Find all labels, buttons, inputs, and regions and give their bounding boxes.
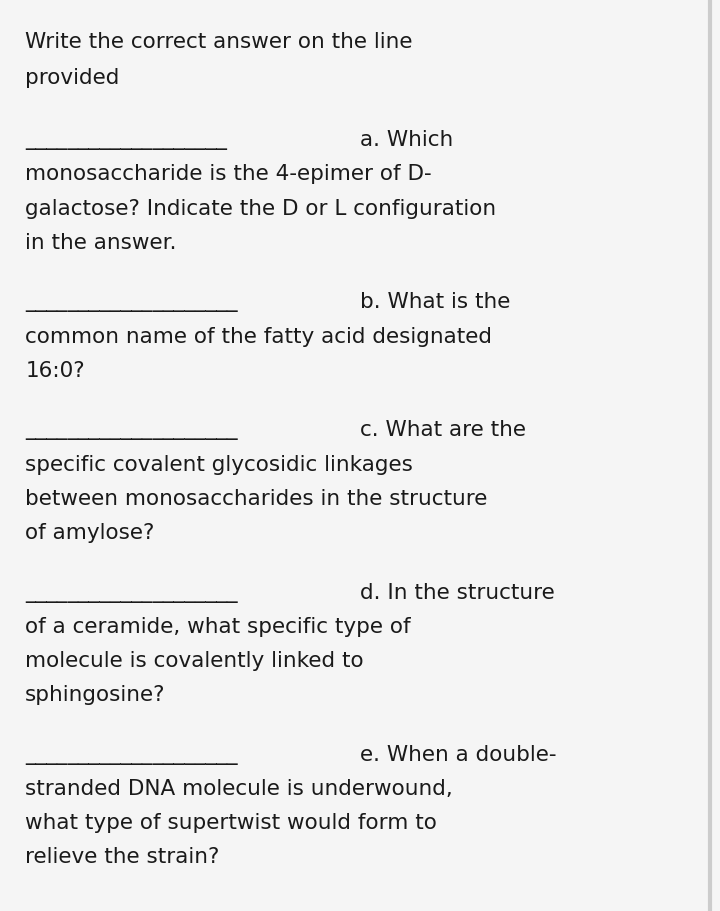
Text: what type of supertwist would form to: what type of supertwist would form to [25, 813, 437, 833]
Text: galactose? Indicate the D or L configuration: galactose? Indicate the D or L configura… [25, 199, 496, 219]
Text: monosaccharide is the 4-epimer of D-: monosaccharide is the 4-epimer of D- [25, 164, 432, 184]
Text: ____________________: ____________________ [25, 421, 238, 440]
Text: d. In the structure: d. In the structure [360, 583, 554, 602]
Text: ____________________: ____________________ [25, 292, 238, 312]
Text: in the answer.: in the answer. [25, 233, 176, 252]
Text: a. Which: a. Which [360, 130, 454, 150]
Text: Write the correct answer on the line: Write the correct answer on the line [25, 32, 413, 52]
Text: of amylose?: of amylose? [25, 523, 155, 543]
Text: relieve the strain?: relieve the strain? [25, 847, 220, 867]
Text: 16:0?: 16:0? [25, 361, 85, 381]
Text: ____________________: ____________________ [25, 583, 238, 602]
Text: between monosaccharides in the structure: between monosaccharides in the structure [25, 488, 487, 508]
Text: c. What are the: c. What are the [360, 421, 526, 440]
Text: molecule is covalently linked to: molecule is covalently linked to [25, 650, 364, 670]
Text: provided: provided [25, 68, 120, 88]
Text: b. What is the: b. What is the [360, 292, 510, 312]
Text: stranded DNA molecule is underwound,: stranded DNA molecule is underwound, [25, 779, 453, 799]
Text: sphingosine?: sphingosine? [25, 685, 166, 705]
Text: of a ceramide, what specific type of: of a ceramide, what specific type of [25, 617, 411, 637]
Text: ___________________: ___________________ [25, 130, 227, 150]
Text: specific covalent glycosidic linkages: specific covalent glycosidic linkages [25, 455, 413, 475]
Text: ____________________: ____________________ [25, 744, 238, 764]
Text: e. When a double-: e. When a double- [360, 744, 557, 764]
Text: common name of the fatty acid designated: common name of the fatty acid designated [25, 327, 492, 346]
